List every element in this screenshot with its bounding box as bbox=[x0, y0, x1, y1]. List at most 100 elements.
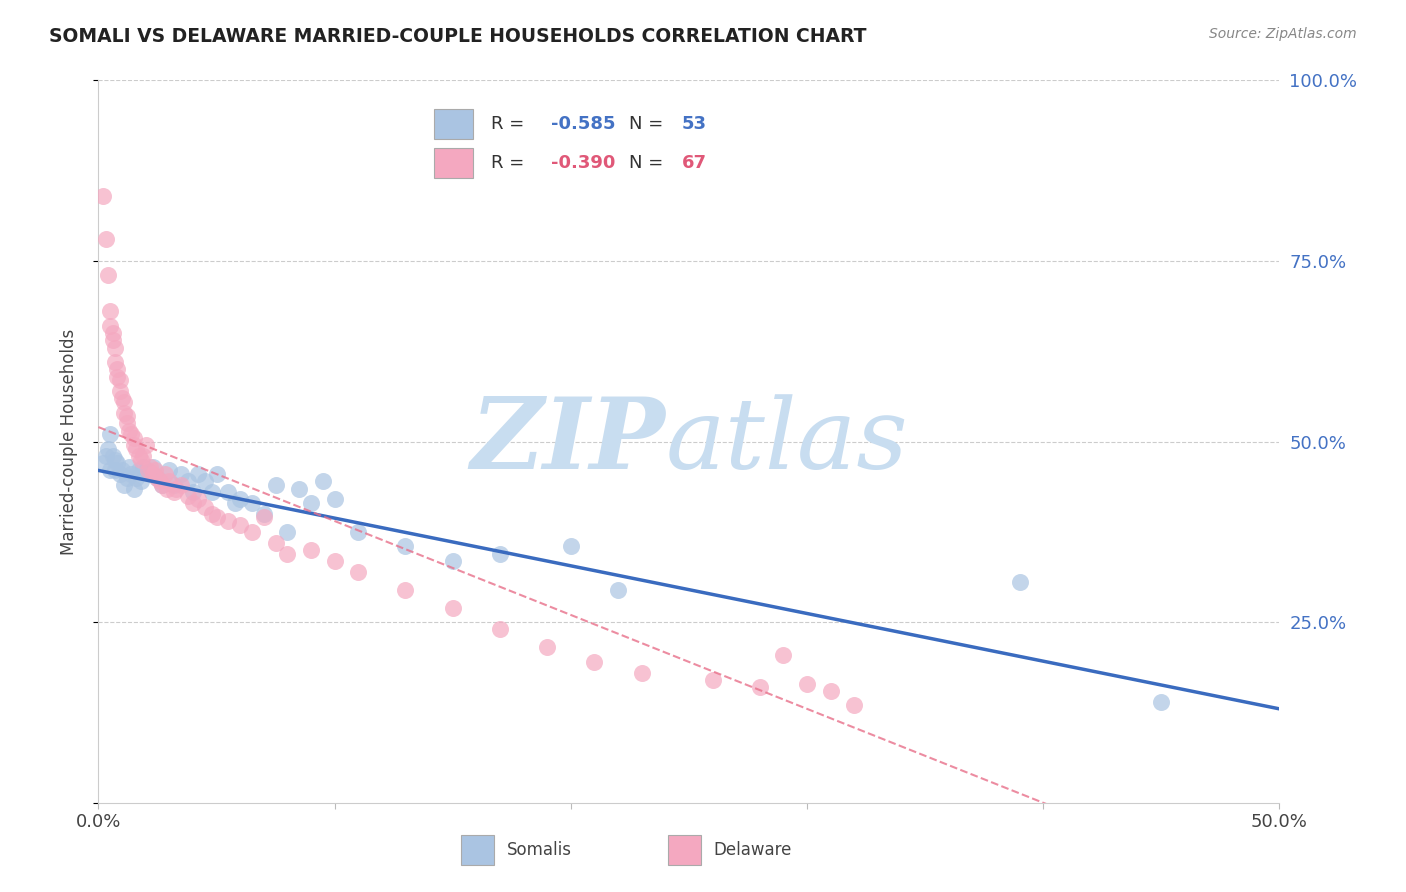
Point bbox=[156, 482, 179, 496]
Point bbox=[312, 475, 335, 489]
Point bbox=[98, 427, 121, 442]
Point bbox=[177, 489, 200, 503]
Point bbox=[229, 517, 252, 532]
Point bbox=[560, 539, 582, 553]
Point bbox=[157, 463, 180, 477]
Point bbox=[194, 500, 217, 514]
Point bbox=[139, 467, 162, 481]
Point bbox=[139, 459, 162, 474]
Point bbox=[104, 452, 127, 467]
Text: ZIP: ZIP bbox=[471, 393, 665, 490]
Point bbox=[105, 369, 128, 384]
Point bbox=[489, 547, 512, 561]
Point bbox=[115, 409, 138, 424]
Point bbox=[536, 640, 558, 655]
Point bbox=[132, 449, 155, 463]
Point bbox=[224, 496, 246, 510]
Point bbox=[121, 467, 143, 481]
Point bbox=[607, 582, 630, 597]
Point bbox=[299, 496, 322, 510]
Point bbox=[108, 384, 131, 398]
Point bbox=[205, 467, 228, 481]
Point bbox=[194, 475, 217, 489]
Point bbox=[347, 524, 370, 539]
Point bbox=[125, 442, 148, 456]
Point bbox=[142, 467, 165, 481]
Point bbox=[201, 485, 224, 500]
Point bbox=[583, 655, 606, 669]
Point bbox=[163, 478, 186, 492]
Point bbox=[115, 470, 138, 484]
Point bbox=[240, 496, 263, 510]
Point bbox=[844, 698, 866, 713]
Point bbox=[108, 467, 131, 481]
Point bbox=[97, 442, 120, 456]
Point bbox=[146, 470, 169, 484]
Point bbox=[129, 475, 152, 489]
Point bbox=[157, 475, 180, 489]
Point bbox=[125, 470, 148, 484]
Point bbox=[187, 492, 209, 507]
Point bbox=[136, 463, 159, 477]
Text: Source: ZipAtlas.com: Source: ZipAtlas.com bbox=[1209, 27, 1357, 41]
Point bbox=[94, 449, 117, 463]
Point bbox=[101, 326, 124, 340]
Point bbox=[149, 475, 172, 489]
Point bbox=[135, 463, 157, 477]
Point bbox=[111, 463, 134, 477]
Point bbox=[217, 485, 239, 500]
Point bbox=[97, 268, 120, 283]
Point bbox=[142, 459, 165, 474]
Point bbox=[229, 492, 252, 507]
Point bbox=[170, 467, 193, 481]
Y-axis label: Married-couple Households: Married-couple Households bbox=[59, 328, 77, 555]
Point bbox=[820, 683, 842, 698]
Point bbox=[112, 406, 135, 420]
Point bbox=[118, 424, 141, 438]
Point bbox=[264, 535, 287, 549]
Point bbox=[118, 459, 141, 474]
Point bbox=[122, 482, 145, 496]
Point bbox=[101, 334, 124, 348]
Point bbox=[240, 524, 263, 539]
Point bbox=[101, 449, 124, 463]
Point bbox=[441, 554, 464, 568]
Point bbox=[143, 463, 166, 477]
Point bbox=[205, 510, 228, 524]
Point bbox=[104, 341, 127, 355]
Point bbox=[115, 417, 138, 431]
Point bbox=[122, 431, 145, 445]
Point bbox=[108, 373, 131, 387]
Point bbox=[630, 665, 652, 680]
Point bbox=[94, 232, 117, 246]
Point bbox=[98, 318, 121, 333]
Point bbox=[112, 394, 135, 409]
Point bbox=[98, 304, 121, 318]
Point bbox=[121, 427, 143, 442]
Point bbox=[129, 452, 152, 467]
Point bbox=[91, 189, 114, 203]
Point bbox=[163, 485, 186, 500]
Point bbox=[772, 648, 794, 662]
Point bbox=[299, 542, 322, 557]
Point bbox=[796, 676, 818, 690]
Point bbox=[441, 600, 464, 615]
Point bbox=[112, 478, 135, 492]
Point bbox=[1150, 695, 1173, 709]
Point bbox=[104, 355, 127, 369]
Point bbox=[1008, 575, 1031, 590]
Point bbox=[288, 482, 311, 496]
Point bbox=[105, 456, 128, 470]
Point bbox=[135, 438, 157, 452]
Point bbox=[323, 554, 346, 568]
Point bbox=[165, 482, 187, 496]
Point bbox=[187, 467, 209, 481]
Point bbox=[253, 507, 276, 521]
Point bbox=[201, 507, 224, 521]
Point bbox=[150, 478, 173, 492]
Point bbox=[105, 362, 128, 376]
Point bbox=[104, 463, 127, 477]
Point bbox=[170, 478, 193, 492]
Point bbox=[253, 510, 276, 524]
Point bbox=[748, 680, 770, 694]
